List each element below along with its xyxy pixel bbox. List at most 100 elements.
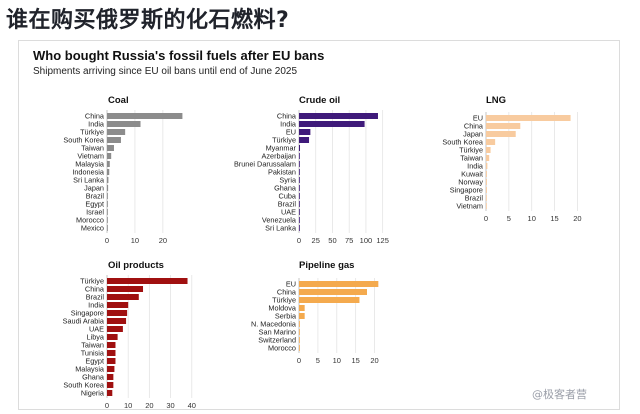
bar (299, 313, 305, 319)
category-label: Libya (87, 333, 105, 342)
category-label: Myanmar (266, 144, 297, 153)
x-tick-label: 20 (370, 356, 378, 365)
category-label: Morocco (76, 216, 104, 225)
bar (107, 193, 108, 199)
category-label: Serbia (275, 312, 297, 321)
category-label: Japan (84, 184, 104, 193)
panel-title: LNG (486, 95, 506, 106)
bar (299, 305, 305, 311)
category-label: China (277, 112, 297, 121)
bar (107, 278, 188, 284)
category-label: India (88, 301, 105, 310)
bar (107, 366, 115, 372)
bar (107, 286, 144, 292)
category-label: Egypt (85, 200, 104, 209)
bar (299, 217, 300, 223)
category-label: Malaysia (75, 365, 105, 374)
x-tick-label: 5 (316, 356, 320, 365)
category-label: Türkiye (80, 277, 104, 286)
bar (107, 225, 108, 231)
category-label: Malaysia (75, 160, 105, 169)
category-label: Brazil (465, 194, 484, 203)
category-label: Egypt (85, 357, 104, 366)
category-label: EU (286, 128, 296, 137)
category-label: Morocco (268, 344, 296, 353)
x-tick-label: 0 (105, 401, 109, 410)
category-label: Syria (279, 176, 297, 185)
category-label: China (277, 288, 297, 297)
chart-title: Who bought Russia's fossil fuels after E… (33, 48, 325, 63)
category-label: Taiwan (81, 144, 104, 153)
category-label: Tunisia (81, 349, 105, 358)
x-tick-label: 10 (131, 236, 139, 245)
x-tick-label: 10 (333, 356, 341, 365)
x-tick-label: 20 (573, 214, 581, 223)
category-label: Vietnam (456, 202, 483, 211)
category-label: UAE (89, 325, 104, 334)
bar (107, 137, 121, 143)
chart-subtitle: Shipments arriving since EU oil bans unt… (33, 66, 298, 77)
category-label: India (88, 120, 105, 129)
category-label: San Marino (259, 328, 296, 337)
category-label: Sri Lanka (265, 224, 297, 233)
bar (299, 321, 300, 327)
bar (107, 334, 118, 340)
watermark: @极客者营 (532, 388, 587, 401)
bar (107, 302, 129, 308)
panel-title: Oil products (108, 260, 164, 271)
x-tick-label: 15 (351, 356, 359, 365)
bar (107, 326, 123, 332)
chart-card (18, 40, 620, 410)
category-label: Moldova (268, 304, 297, 313)
category-label: South Korea (63, 136, 105, 145)
bar (107, 121, 141, 127)
bar (299, 177, 300, 183)
bar (486, 195, 487, 201)
x-tick-label: 0 (297, 356, 301, 365)
x-tick-label: 75 (345, 236, 353, 245)
panel-title: Crude oil (299, 95, 340, 106)
category-label: Ghana (82, 373, 105, 382)
x-tick-label: 10 (528, 214, 536, 223)
category-label: India (467, 162, 484, 171)
x-tick-label: 0 (297, 236, 301, 245)
category-label: China (85, 285, 105, 294)
x-tick-label: 25 (312, 236, 320, 245)
bar (299, 137, 310, 143)
category-label: EU (473, 114, 483, 123)
category-label: Venezuela (262, 216, 297, 225)
bar (486, 147, 491, 153)
bar (107, 169, 110, 175)
x-tick-label: 40 (188, 401, 196, 410)
category-label: China (85, 112, 105, 121)
category-label: Singapore (71, 309, 104, 318)
x-tick-label: 10 (124, 401, 132, 410)
category-label: Singapore (450, 186, 483, 195)
bar (486, 155, 490, 161)
category-label: Sri Lanka (73, 176, 105, 185)
bar (107, 217, 108, 223)
bar (299, 297, 360, 303)
bar (107, 177, 109, 183)
x-tick-label: 0 (484, 214, 488, 223)
bar (299, 289, 367, 295)
bar (299, 281, 379, 287)
category-label: South Korea (442, 138, 484, 147)
bar (486, 179, 487, 185)
x-tick-label: 30 (166, 401, 174, 410)
category-label: Ghana (274, 184, 297, 193)
category-label: EU (286, 280, 296, 289)
bar (299, 169, 300, 175)
category-label: Mexico (81, 224, 104, 233)
category-label: Brazil (86, 192, 105, 201)
category-label: Switzerland (258, 336, 296, 345)
bar (107, 374, 114, 380)
bar (107, 310, 128, 316)
category-label: Azerbaijan (262, 152, 296, 161)
x-tick-label: 5 (507, 214, 511, 223)
category-label: Indonesia (72, 168, 105, 177)
x-tick-label: 100 (360, 236, 373, 245)
x-tick-label: 0 (105, 236, 109, 245)
bar (107, 350, 116, 356)
